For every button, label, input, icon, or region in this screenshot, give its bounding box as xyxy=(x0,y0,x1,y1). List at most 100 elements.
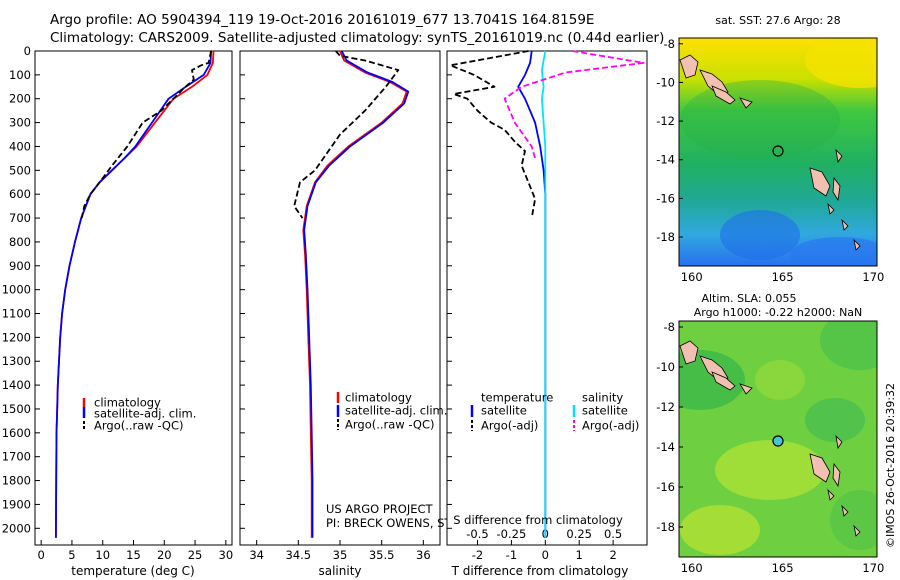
legend-climatology: climatology xyxy=(345,391,412,405)
pressure-tick-label: 700 xyxy=(9,211,31,225)
sst-map-lat-tick-label: -16 xyxy=(656,191,675,205)
pressure-tick-label: 900 xyxy=(9,259,31,273)
temperature-xtick-label: 15 xyxy=(126,548,141,562)
temperature-xtick-label: 25 xyxy=(188,548,203,562)
island xyxy=(739,97,753,109)
island xyxy=(853,238,861,251)
sla-map-lon-tick-label: 165 xyxy=(772,561,794,575)
sla-map-subtitle: Argo h1000: -0.22 h2000: NaN xyxy=(694,306,863,319)
salinity-series-argo-raw-qc- xyxy=(293,50,400,219)
sst-map-lon-tick-label: 170 xyxy=(862,270,884,284)
island xyxy=(679,340,699,365)
pressure-tick-label: 100 xyxy=(9,68,31,82)
temperature-xlabel: temperature (deg C) xyxy=(71,564,194,578)
sst-map-lat-tick-label: -12 xyxy=(656,114,675,128)
temperature-xtick-label: 10 xyxy=(95,548,110,562)
difference-xtick-label: -1 xyxy=(506,548,517,562)
legend-argo: Argo(..raw -QC) xyxy=(345,418,435,432)
header-line-2: Climatology: CARS2009. Satellite-adjuste… xyxy=(50,30,664,46)
island xyxy=(835,148,843,164)
pressure-tick-label: 1200 xyxy=(2,330,31,344)
sst-map-lat-tick-label: -10 xyxy=(656,75,675,89)
island xyxy=(827,202,835,215)
sla-map-frame xyxy=(678,320,878,558)
island xyxy=(832,176,841,202)
difference-series-s-argo-adj- xyxy=(503,50,645,159)
salinity-xtick-label: 34 xyxy=(249,548,264,562)
salinity-xtick-label: 35.5 xyxy=(369,548,395,562)
sst-map-frame xyxy=(678,37,878,267)
difference-xlabel: T difference from climatology xyxy=(451,564,629,578)
difference-xtick-label: 0 xyxy=(542,548,549,562)
salinity-xtick-label: 36 xyxy=(416,548,431,562)
island xyxy=(739,383,753,395)
island xyxy=(809,453,831,483)
sla-map: Altim. SLA: 0.055 Argo h1000: -0.22 h200… xyxy=(656,292,884,575)
sst-map-lon-tick-label: 165 xyxy=(772,270,794,284)
salinity-xtick-label: 35 xyxy=(333,548,348,562)
sst-float-marker xyxy=(772,145,784,157)
temperature-legend: climatology satellite-adj. clim. Argo(..… xyxy=(82,396,196,433)
sla-map-lat-tick-label: -16 xyxy=(656,480,675,494)
island xyxy=(841,504,849,517)
temperature-xtick-label: 5 xyxy=(68,548,75,562)
temperature-xtick-label: 20 xyxy=(157,548,172,562)
difference-top-tick-label: -0.25 xyxy=(497,527,527,541)
sla-map-lat-tick-label: -14 xyxy=(656,440,675,454)
pressure-tick-label: 600 xyxy=(9,187,31,201)
island xyxy=(809,167,831,197)
legend-sal-argo: Argo(-adj) xyxy=(582,419,639,433)
sla-map-lon-tick-label: 160 xyxy=(681,561,703,575)
salinity-axes xyxy=(239,50,441,546)
difference-series-t-argo-adj- xyxy=(449,50,536,219)
pressure-tick-label: 500 xyxy=(9,163,31,177)
difference-legend: temperature satellite Argo(-adj) salinit… xyxy=(470,391,639,433)
temperature-xtick-label: 0 xyxy=(37,548,44,562)
island xyxy=(827,488,835,501)
salinity-legend: climatology satellite-adj. clim. Argo(..… xyxy=(336,391,447,432)
pressure-tick-label: 1900 xyxy=(2,497,31,511)
pressure-tick-label: 1800 xyxy=(2,474,31,488)
sst-map-title: sat. SST: 27.6 Argo: 28 xyxy=(715,14,840,27)
island xyxy=(841,218,849,231)
pressure-tick-label: 300 xyxy=(9,116,31,130)
sla-map-lat-tick-label: -10 xyxy=(656,360,675,374)
temperature-xtick-label: 30 xyxy=(219,548,234,562)
pressure-tick-label: 800 xyxy=(9,235,31,249)
difference-top-tick-label: 0.25 xyxy=(566,527,592,541)
legend-temp-satellite: satellite xyxy=(481,404,527,418)
island xyxy=(832,462,841,488)
difference-axes xyxy=(446,50,648,546)
pressure-tick-label: 1500 xyxy=(2,402,31,416)
temperature-series-satellite-adj-clim- xyxy=(55,50,212,538)
temperature-panel: 0 5 10 15 20 25 300100200300400500600700800900… xyxy=(2,44,233,578)
island xyxy=(853,524,861,537)
sla-map-lat-tick-label: -12 xyxy=(656,400,675,414)
salinity-series-satellite-adj-clim- xyxy=(303,50,410,538)
legend-sal-satellite: satellite xyxy=(582,404,628,418)
sla-map-lat-tick-label: -8 xyxy=(664,320,675,334)
salinity-panel: 34 34.5 35 35.5 36 salinity climatology sate… xyxy=(239,50,597,578)
pressure-tick-label: 2000 xyxy=(2,521,31,535)
difference-top-tick-label: 0.5 xyxy=(604,527,622,541)
pressure-tick-label: 400 xyxy=(9,139,31,153)
temperature-series-argo-raw-qc- xyxy=(80,50,212,219)
legend-argo: Argo(..raw -QC) xyxy=(94,419,184,433)
sst-map-lat-tick-label: -18 xyxy=(656,230,675,244)
sst-map-lat-tick-label: -14 xyxy=(656,153,675,167)
pressure-tick-label: 1700 xyxy=(2,450,31,464)
difference-panel: -2 -1 0 1 2-0.5 -0.25 0 0.25 0.5 T difference fr… xyxy=(446,50,648,578)
pressure-tick-label: 200 xyxy=(9,92,31,106)
sst-map-lat-tick-label: -8 xyxy=(664,37,675,51)
salinity-xtick-label: 34.5 xyxy=(286,548,312,562)
pressure-tick-label: 1400 xyxy=(2,378,31,392)
sla-map-lon-tick-label: 170 xyxy=(862,561,884,575)
sla-float-marker xyxy=(772,435,784,447)
island xyxy=(711,371,736,391)
legend-satellite: satellite-adj. clim. xyxy=(94,407,196,421)
difference-series-s-satellite xyxy=(541,50,547,538)
sla-map-lat-tick-label: -18 xyxy=(656,520,675,534)
footer-stamp: ©IMOS 26-Oct-2016 20:39:32 xyxy=(884,383,897,548)
sst-map: sat. SST: 27.6 Argo: 28 160 165 170 -8 -10 -1… xyxy=(656,14,884,284)
